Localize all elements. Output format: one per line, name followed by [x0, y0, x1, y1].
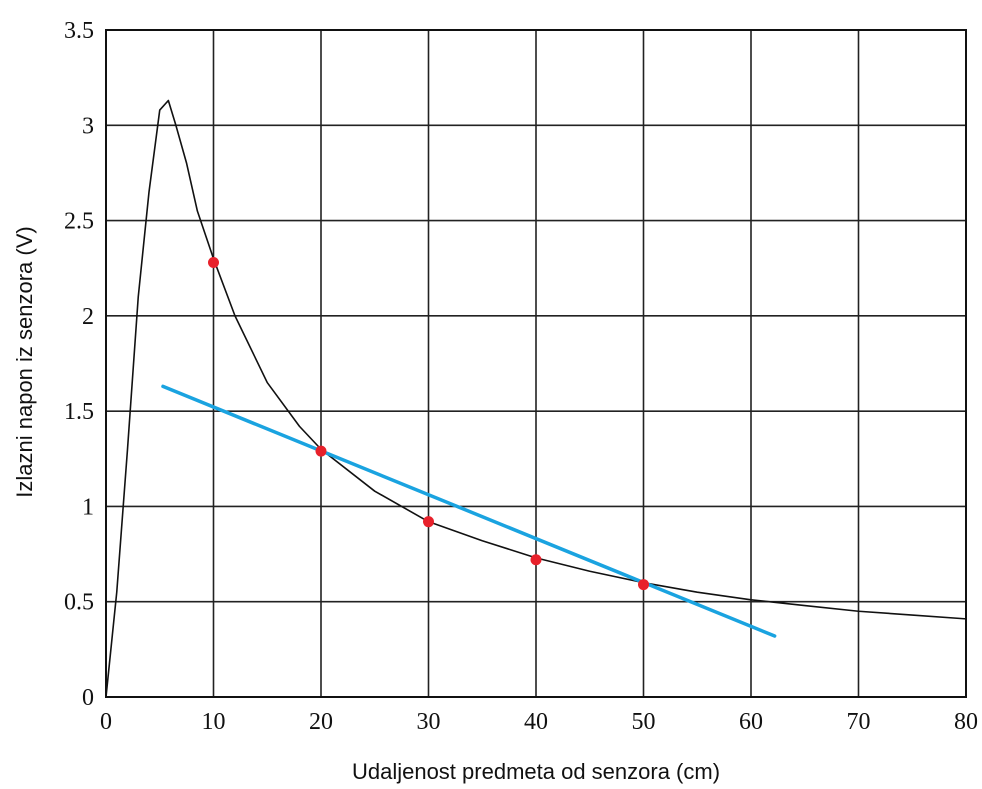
measurement-point [530, 554, 542, 566]
x-tick-label: 80 [954, 709, 978, 735]
x-tick-label: 20 [309, 709, 333, 735]
x-tick-label: 0 [100, 709, 112, 735]
measurement-point [638, 579, 649, 591]
series-layer [105, 99, 967, 698]
y-tick-label: 2.5 [64, 209, 94, 235]
linear-fit-line [161, 384, 777, 638]
y-axis-title: Izlazni napon iz senzora (V) [12, 226, 37, 497]
y-tick-label: 3 [82, 113, 94, 139]
x-axis-title: Udaljenost predmeta od senzora (cm) [352, 759, 720, 784]
y-tick-label: 1.5 [64, 399, 94, 425]
sensor-curve [105, 99, 967, 698]
x-tick-label: 50 [632, 709, 656, 735]
measurement-point [423, 516, 434, 528]
x-tick-label: 60 [739, 709, 763, 735]
x-tick-label: 30 [417, 709, 441, 735]
y-tick-label: 2 [82, 304, 94, 330]
y-tick-label: 1 [82, 494, 94, 520]
tick-labels: 0 10 20 30 40 50 60 70 80 0 0.5 1 1.5 2 2.5 3 3.5 [64, 18, 978, 735]
grid [105, 29, 967, 698]
x-tick-label: 70 [847, 709, 871, 735]
measurement-point [315, 445, 327, 457]
measurement-point [208, 256, 219, 268]
x-tick-label: 10 [202, 709, 226, 735]
y-tick-label: 0.5 [64, 590, 94, 616]
y-tick-label: 0 [82, 685, 94, 711]
x-tick-label: 40 [524, 709, 548, 735]
plot-frame [105, 29, 967, 698]
y-tick-label: 3.5 [64, 18, 94, 44]
